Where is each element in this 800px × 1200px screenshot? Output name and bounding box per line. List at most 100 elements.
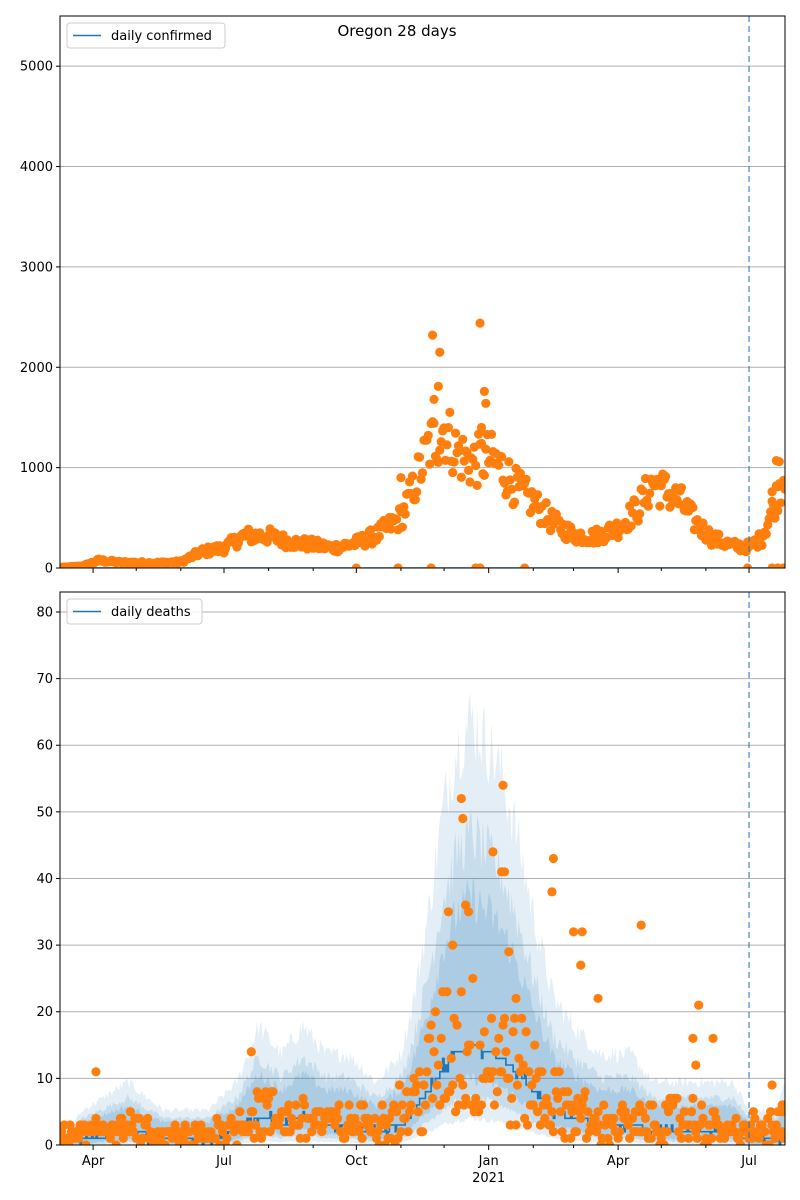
data-point (435, 1100, 445, 1110)
data-point (778, 1133, 785, 1143)
data-point (423, 430, 433, 440)
data-point (374, 531, 384, 542)
data-point (357, 1133, 367, 1143)
data-point (448, 1080, 458, 1090)
y-tick-label: 2000 (20, 361, 53, 376)
data-point (507, 1093, 517, 1103)
data-point (571, 1127, 582, 1137)
data-point (555, 1107, 566, 1117)
data-point (268, 1087, 278, 1097)
data-point (778, 475, 785, 485)
data-point (446, 1053, 456, 1063)
data-point (406, 1100, 416, 1110)
data-point (429, 1047, 439, 1057)
data-point (333, 1113, 343, 1123)
data-point (397, 1100, 407, 1110)
data-point (396, 1127, 406, 1137)
data-point (417, 1127, 428, 1137)
data-point (433, 1060, 443, 1070)
data-point (425, 459, 435, 469)
data-point (568, 927, 579, 937)
data-point (766, 1107, 776, 1117)
data-point (520, 563, 530, 568)
data-point (745, 1120, 756, 1130)
y-tick-label: 30 (36, 939, 53, 954)
data-point (463, 465, 474, 475)
data-point (540, 1113, 550, 1123)
data-point (705, 1120, 715, 1130)
data-point (442, 987, 452, 997)
data-point (566, 1133, 576, 1143)
data-point (465, 477, 475, 487)
axes-frame (59, 591, 786, 1146)
data-point (517, 1013, 527, 1024)
y-tick-label: 80 (36, 605, 53, 620)
data-point (291, 1100, 301, 1110)
data-point (593, 993, 603, 1004)
data-point (750, 1113, 760, 1123)
data-point (301, 1133, 311, 1143)
data-point (432, 1080, 442, 1090)
data-point (413, 1107, 423, 1117)
data-point (532, 1107, 543, 1117)
y-tick-label: 0 (45, 562, 53, 577)
data-point (708, 1033, 718, 1043)
data-point (481, 398, 491, 409)
legend-box (66, 598, 203, 625)
x-tick-label: Apr (607, 1154, 630, 1169)
data-point (688, 1033, 698, 1043)
data-point (498, 780, 508, 790)
data-point (456, 793, 466, 804)
data-point (184, 1127, 195, 1137)
data-point (452, 1020, 462, 1030)
data-point (635, 509, 645, 519)
data-point (433, 457, 443, 468)
data-point (593, 1107, 603, 1117)
data-point (400, 1113, 410, 1123)
data-point (659, 1140, 669, 1145)
data-point (576, 960, 586, 970)
data-point (412, 487, 422, 497)
data-point (563, 1087, 573, 1097)
data-point (386, 524, 396, 534)
y-tick-label: 3000 (20, 260, 53, 275)
data-point (504, 947, 514, 957)
data-point (515, 468, 525, 478)
data-point (468, 973, 478, 984)
data-point (625, 1133, 635, 1143)
data-point (419, 1080, 429, 1090)
data-point (160, 1140, 170, 1145)
data-point (105, 1133, 115, 1143)
plot-area (60, 318, 785, 568)
data-point (251, 1120, 261, 1130)
x-year-label: 2021 (472, 1171, 505, 1186)
legend: daily confirmed (66, 22, 226, 49)
data-point (443, 907, 453, 917)
data-point (694, 1000, 704, 1010)
data-point (663, 1107, 674, 1117)
data-point (463, 907, 474, 917)
data-point (535, 1120, 546, 1130)
data-point (248, 1107, 258, 1117)
data-point (509, 497, 520, 507)
data-point (143, 1113, 153, 1123)
data-point (760, 1127, 770, 1137)
data-point (735, 1140, 746, 1145)
data-point (489, 1100, 500, 1110)
data-point (436, 1033, 446, 1043)
data-point (532, 490, 543, 500)
data-point (435, 445, 445, 455)
data-point (492, 1087, 502, 1097)
y-tick-label: 40 (36, 872, 53, 887)
data-point (426, 563, 436, 568)
data-point (764, 1140, 774, 1145)
legend-label: daily confirmed (111, 29, 212, 44)
data-point (583, 1107, 593, 1117)
data-point (366, 525, 376, 535)
data-point (508, 1027, 518, 1037)
legend-box (66, 22, 226, 49)
data-point (509, 1013, 520, 1024)
data-point (499, 1013, 510, 1024)
data-point (676, 1133, 687, 1143)
